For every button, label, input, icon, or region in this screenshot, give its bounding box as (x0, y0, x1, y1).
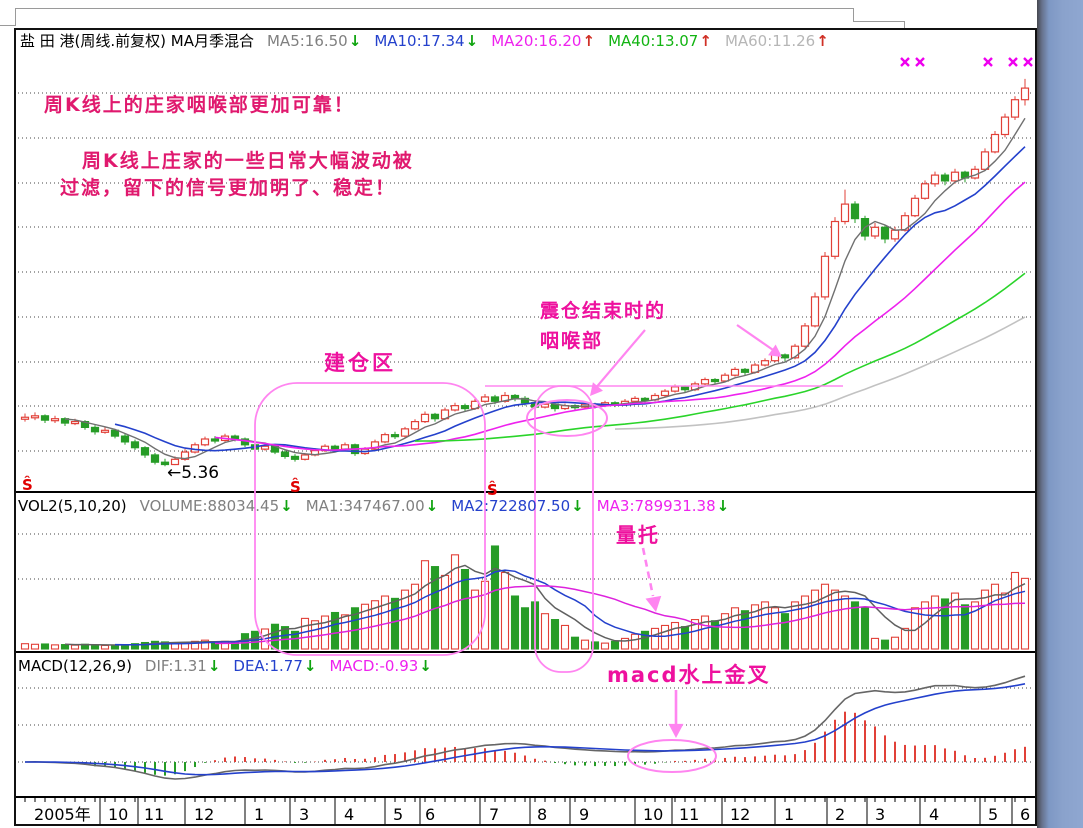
vol-ma1-value: MA1:347467.00↓ (305, 497, 439, 515)
chart-canvas[interactable]: 2005年 10 11 12 1 3 4 5 6 7 8 9 10 11 12 1 2 3 4 5 6Ŝ Ŝ Ŝ←5.36 (16, 30, 1035, 824)
ma60-value: MA60:11.26↑ (724, 32, 829, 50)
ma40-value: MA40:13.07↑ (608, 32, 712, 50)
svg-text:3: 3 (875, 805, 885, 824)
chart-window: 2005年 10 11 12 1 3 4 5 6 7 8 9 10 11 12 1 2 3 4 5 6 Ŝ Ŝ Ŝ ←5.36 … (14, 28, 1037, 826)
svg-text:←5.36: ←5.36 (167, 463, 219, 483)
svg-text:Ŝ: Ŝ (487, 480, 498, 499)
annotation-zhencang-line2: 咽喉部 (540, 330, 604, 352)
ma5-value: MA5:16.50↓ (266, 32, 362, 50)
annotation-zhencang-line1: 震仓结束时的 (540, 300, 667, 322)
annotation-note-filtered-line2: 过滤，留下的信号更加明了、稳定！ (60, 177, 397, 199)
svg-text:9: 9 (579, 805, 589, 824)
svg-text:6: 6 (1020, 805, 1030, 824)
vol-ma2-value: MA2:722807.50↓ (451, 497, 584, 515)
svg-text:12: 12 (194, 805, 214, 824)
desktop-background-band (1037, 0, 1083, 828)
macd-indicator-name: MACD(12,26,9) (18, 657, 132, 675)
volume-pane-header: VOL2(5,10,20) VOLUME:88034.45↓ MA1:34746… (18, 496, 729, 516)
macd-value: MACD:-0.93↓ (329, 657, 432, 675)
svg-text:6: 6 (425, 805, 435, 824)
svg-text:2005年: 2005年 (34, 805, 91, 824)
volume-value: VOLUME:88034.45↓ (139, 497, 293, 515)
annotation-zhencang-label: 震仓结束时的 咽喉部 (540, 296, 666, 356)
svg-text:8: 8 (537, 805, 547, 824)
ma20-value: MA20:16.20↑ (491, 32, 596, 50)
svg-text:Ŝ: Ŝ (22, 475, 33, 494)
svg-text:Ŝ: Ŝ (290, 477, 301, 496)
dif-value: DIF:1.31↓ (144, 657, 221, 675)
svg-text:1: 1 (254, 805, 264, 824)
vol-indicator-name: VOL2(5,10,20) (18, 497, 127, 515)
annotation-note-filtered-line1: 周K线上庄家的一些日常大幅波动被 (82, 150, 414, 172)
dea-value: DEA:1.77↓ (233, 657, 317, 675)
svg-text:11: 11 (144, 805, 164, 824)
ma10-value: MA10:17.34↓ (374, 32, 479, 50)
svg-text:3: 3 (299, 805, 309, 824)
svg-text:10: 10 (108, 805, 128, 824)
svg-text:5: 5 (988, 805, 998, 824)
svg-text:5: 5 (393, 805, 403, 824)
main-chart-header: 盐 田 港(周线.前复权) MA月季混合 MA5:16.50↓ MA10:17.… (20, 31, 829, 51)
svg-text:4: 4 (344, 805, 354, 824)
svg-text:10: 10 (643, 805, 663, 824)
svg-text:11: 11 (679, 805, 699, 824)
svg-text:4: 4 (929, 805, 939, 824)
annotation-liangtuo-label: 量托 (616, 523, 660, 547)
svg-text:12: 12 (730, 805, 750, 824)
annotation-note-filtered: 周K线上庄家的一些日常大幅波动被 过滤，留下的信号更加明了、稳定！ (60, 148, 560, 202)
annotation-macd-cross-label: macd水上金叉 (607, 663, 771, 687)
svg-text:7: 7 (489, 805, 499, 824)
annotation-jiancangqu-label: 建仓区 (324, 351, 396, 375)
stock-title: 盐 田 港(周线.前复权) MA月季混合 (20, 32, 254, 50)
vol-ma3-value: MA3:789931.38↓ (596, 497, 730, 515)
svg-text:2: 2 (835, 805, 845, 824)
macd-pane-header: MACD(12,26,9) DIF:1.31↓ DEA:1.77↓ MACD:-… (18, 656, 432, 676)
annotation-note-reliable: 周K线上的庄家咽喉部更加可靠！ (44, 94, 355, 116)
svg-text:1: 1 (784, 805, 794, 824)
